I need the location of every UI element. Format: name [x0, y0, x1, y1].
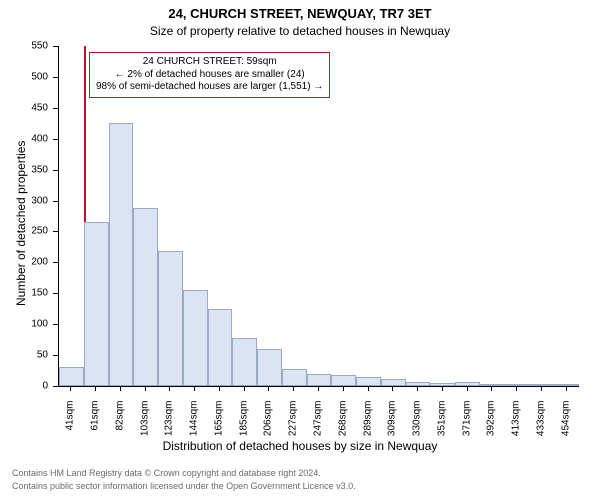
histogram-bar — [331, 375, 356, 386]
x-tick-label: 144sqm — [189, 401, 200, 451]
histogram-bar — [356, 377, 381, 386]
x-tick-mark — [467, 386, 468, 391]
x-tick-mark — [442, 386, 443, 391]
x-tick-mark — [293, 386, 294, 391]
annotation-line-3: 98% of semi-detached houses are larger (… — [96, 81, 323, 94]
histogram-bar — [529, 384, 554, 386]
x-tick-label: 351sqm — [436, 401, 447, 451]
chart-title: 24, CHURCH STREET, NEWQUAY, TR7 3ET — [0, 6, 600, 21]
histogram-bar — [282, 369, 307, 386]
histogram-bar — [109, 123, 134, 386]
y-tick-label: 300 — [0, 195, 48, 206]
annotation-line-1: 24 CHURCH STREET: 59sqm — [96, 56, 323, 69]
y-tick-label: 100 — [0, 319, 48, 330]
x-tick-mark — [541, 386, 542, 391]
histogram-bar — [158, 251, 183, 386]
x-tick-label: 454sqm — [560, 401, 571, 451]
histogram-bar — [257, 349, 282, 386]
x-tick-label: 413sqm — [511, 401, 522, 451]
x-tick-label: 433sqm — [535, 401, 546, 451]
x-tick-label: 247sqm — [313, 401, 324, 451]
x-tick-label: 206sqm — [263, 401, 274, 451]
x-tick-mark — [70, 386, 71, 391]
x-tick-label: 371sqm — [461, 401, 472, 451]
x-tick-label: 41sqm — [65, 401, 76, 451]
chart-subtitle: Size of property relative to detached ho… — [0, 24, 600, 38]
x-tick-label: 165sqm — [213, 401, 224, 451]
y-tick-label: 50 — [0, 350, 48, 361]
y-tick-mark — [53, 262, 58, 263]
x-tick-label: 185sqm — [238, 401, 249, 451]
x-tick-label: 123sqm — [164, 401, 175, 451]
histogram-bar — [381, 379, 406, 386]
y-tick-mark — [53, 293, 58, 294]
histogram-bar — [430, 383, 455, 386]
histogram-bar — [183, 290, 208, 386]
y-tick-label: 0 — [0, 381, 48, 392]
x-tick-mark — [392, 386, 393, 391]
y-tick-label: 400 — [0, 133, 48, 144]
histogram-bar — [455, 382, 480, 386]
histogram-bar — [133, 208, 158, 386]
x-tick-label: 289sqm — [362, 401, 373, 451]
y-tick-mark — [53, 139, 58, 140]
y-tick-mark — [53, 46, 58, 47]
x-tick-label: 392sqm — [486, 401, 497, 451]
x-tick-mark — [145, 386, 146, 391]
x-tick-mark — [343, 386, 344, 391]
x-tick-mark — [318, 386, 319, 391]
x-tick-mark — [417, 386, 418, 391]
y-tick-mark — [53, 77, 58, 78]
y-tick-mark — [53, 386, 58, 387]
y-tick-label: 200 — [0, 257, 48, 268]
y-tick-label: 150 — [0, 288, 48, 299]
y-tick-mark — [53, 355, 58, 356]
x-tick-mark — [169, 386, 170, 391]
y-tick-mark — [53, 324, 58, 325]
y-tick-label: 550 — [0, 41, 48, 52]
x-tick-mark — [95, 386, 96, 391]
histogram-bar — [554, 384, 579, 386]
y-tick-label: 450 — [0, 102, 48, 113]
x-tick-mark — [268, 386, 269, 391]
y-tick-mark — [53, 170, 58, 171]
y-tick-label: 350 — [0, 164, 48, 175]
x-tick-mark — [194, 386, 195, 391]
x-tick-label: 103sqm — [139, 401, 150, 451]
histogram-bar — [208, 309, 233, 386]
x-tick-mark — [566, 386, 567, 391]
plot-area: 24 CHURCH STREET: 59sqm ← 2% of detached… — [58, 46, 579, 387]
histogram-bar — [307, 374, 332, 386]
y-tick-mark — [53, 201, 58, 202]
x-tick-mark — [491, 386, 492, 391]
x-tick-label: 82sqm — [114, 401, 125, 451]
annotation-box: 24 CHURCH STREET: 59sqm ← 2% of detached… — [89, 52, 330, 98]
x-tick-label: 268sqm — [337, 401, 348, 451]
x-tick-mark — [120, 386, 121, 391]
annotation-line-2: ← 2% of detached houses are smaller (24) — [96, 69, 323, 82]
x-tick-label: 61sqm — [90, 401, 101, 451]
x-tick-mark — [244, 386, 245, 391]
x-tick-label: 227sqm — [288, 401, 299, 451]
y-tick-mark — [53, 231, 58, 232]
x-tick-mark — [219, 386, 220, 391]
histogram-bar — [59, 367, 84, 386]
x-tick-mark — [516, 386, 517, 391]
histogram-bar — [84, 222, 109, 386]
y-tick-label: 500 — [0, 71, 48, 82]
footer-line-1: Contains HM Land Registry data © Crown c… — [12, 468, 321, 478]
histogram-bar — [232, 338, 257, 386]
x-tick-label: 309sqm — [387, 401, 398, 451]
x-tick-mark — [368, 386, 369, 391]
footer-line-2: Contains public sector information licen… — [12, 481, 356, 491]
y-tick-mark — [53, 108, 58, 109]
y-tick-label: 250 — [0, 226, 48, 237]
x-tick-label: 330sqm — [412, 401, 423, 451]
